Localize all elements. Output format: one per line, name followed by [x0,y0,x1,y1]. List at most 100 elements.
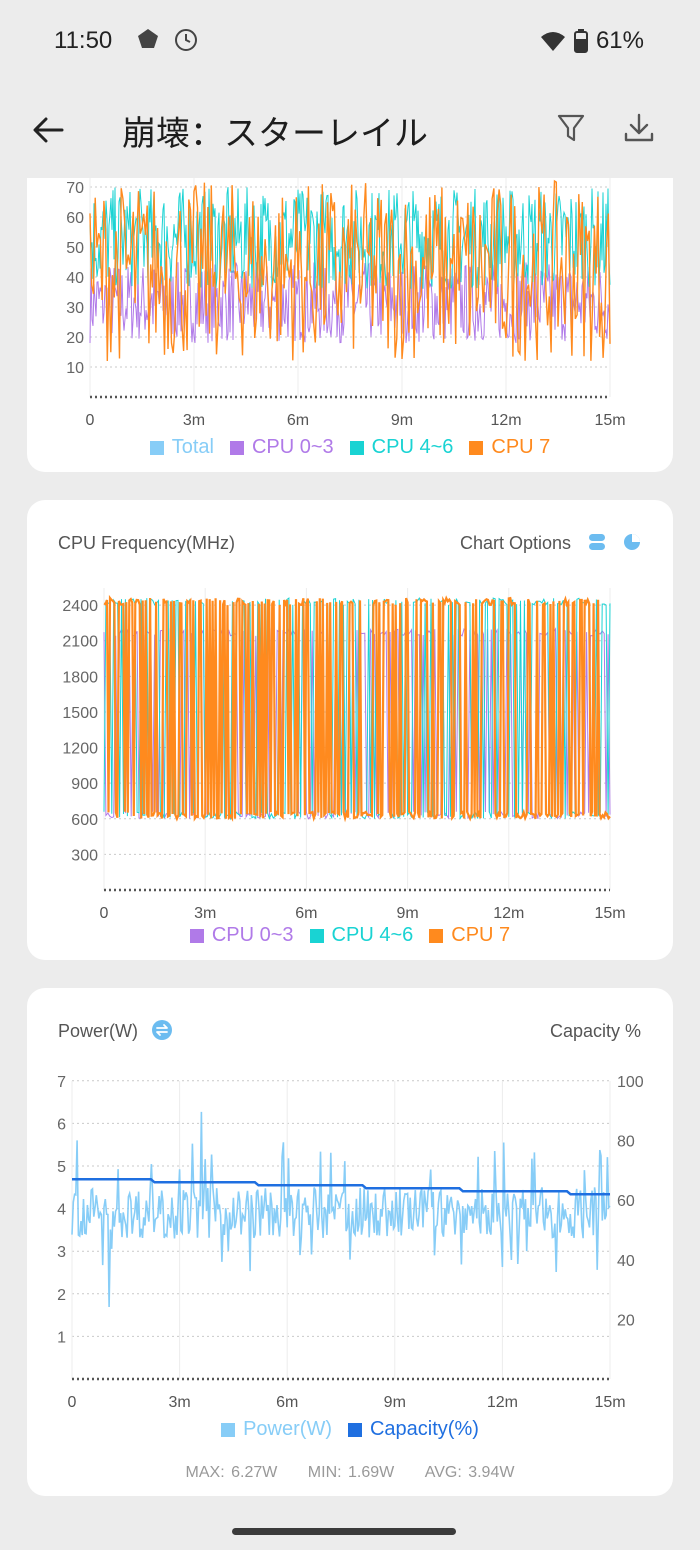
y-tick-label: 600 [71,812,98,829]
power-chart: 7 6 5 4 3 2 1 0 3m 6m 9m 12m 15m 100 80 60 40 20 [57,1074,644,1408]
legend-item-cpu7[interactable]: CPU 7 [469,436,550,459]
x-tick-label: 3m [183,412,205,429]
y-tick-label: 1800 [62,669,98,686]
x-tick-label: 15m [594,412,625,429]
battery-percent: 61% [595,27,644,54]
x-tick-label: 12m [487,1394,518,1408]
power-stats: MAX: 6.27W MIN: 1.69W AVG: 3.94W [27,1464,673,1482]
chart-options-button[interactable]: Chart Options [460,533,572,553]
legend-label: CPU 4~6 [331,924,414,946]
x-tick-label: 6m [287,412,309,429]
y-tick-label: 2 [57,1287,66,1304]
y-tick-label: 6 [57,1116,66,1133]
legend-label: CPU 7 [451,924,511,946]
x-tick-label: 15m [594,905,625,920]
legend-label: CPU 0~3 [251,436,334,458]
legend-item-power[interactable]: Power(W) [221,1418,332,1441]
series-group [89,179,611,362]
legend-swatch [349,440,364,455]
cpu-usage-chart: 70 60 50 40 30 20 10 0 3m 6m 9m 12m 15m [66,178,626,429]
x-tick-label: 0 [86,412,95,429]
y2-tick-label: 60 [617,1193,635,1210]
legend-label: Power(W) [243,1418,332,1440]
y-tick-label: 7 [57,1074,66,1091]
y-tick-label: 30 [66,300,84,317]
y-tick-label: 60 [66,210,84,227]
y-tick-label: 70 [66,180,84,197]
y-tick-label: 300 [71,847,98,864]
y-tick-label: 1200 [62,741,98,758]
series-cpu7-line [89,179,611,362]
legend-item-capacity[interactable]: Capacity(%) [347,1418,479,1441]
x-tick-label: 9m [396,905,418,920]
series-capacity-line [72,1178,610,1196]
legend-swatch [221,1422,236,1437]
x-tick-label: 3m [168,1394,190,1408]
legend-label: Total [171,436,214,458]
stack-toggle-icon[interactable] [588,533,606,551]
y-tick-label: 50 [66,240,84,257]
y-tick-label: 40 [66,270,84,287]
y2-tick-label: 40 [617,1253,635,1270]
series-cpu0-3-line [103,627,611,820]
x-tick-label: 0 [100,905,109,920]
legend-item-cpu7[interactable]: CPU 7 [429,924,510,947]
download-icon[interactable] [622,112,656,144]
capacity-axis-title: Capacity % [549,1021,641,1041]
legend-item-cpu4-6[interactable]: CPU 4~6 [309,924,414,947]
y-tick-label: 20 [66,330,84,347]
power-min: MIN: 1.69W [307,1464,395,1481]
legend-swatch [469,440,484,455]
power-max: MAX: 6.27W [185,1464,278,1481]
page-title: 崩壊：スターレイル [122,114,428,154]
power-legend: Power(W) Capacity(%) [27,1418,673,1441]
pie-chart-icon[interactable] [623,533,641,551]
legend-item-cpu0-3[interactable]: CPU 0~3 [229,436,334,459]
legend-swatch [347,1422,362,1437]
series-cpu7-line [103,594,611,823]
x-tick-label: 3m [194,905,216,920]
cpu-frequency-card: CPU Frequency(MHz) Chart Options 2400 210… [27,500,673,960]
cpu-frequency-chart: 2400 2100 1800 1500 1200 900 600 300 0 3m 6m 9m 12m 1… [62,588,626,920]
y2-tick-label: 20 [617,1312,635,1329]
app-bar: 崩壊：スターレイル [0,82,700,178]
legend-swatch [189,928,204,943]
legend-swatch [309,928,324,943]
y2-tick-label: 100 [617,1074,644,1091]
status-right: 61% [540,27,644,55]
swap-icon[interactable] [152,1020,172,1040]
x-tick-label: 0 [68,1394,77,1408]
x-tick-label: 6m [295,905,317,920]
x-tick-label: 12m [493,905,524,920]
y2-tick-label: 80 [617,1134,635,1151]
x-tick-label: 6m [276,1394,298,1408]
wifi-icon [540,32,565,51]
x-tick-label: 9m [384,1394,406,1408]
power-title: Power(W) [58,1021,138,1041]
home-indicator[interactable] [232,1528,456,1535]
legend-swatch [149,440,164,455]
legend-label: CPU 7 [491,436,551,458]
legend-item-cpu4-6[interactable]: CPU 4~6 [349,436,454,459]
legend-item-total[interactable]: Total [149,436,214,459]
battery-icon [573,29,588,53]
cpu-frequency-legend: CPU 0~3 CPU 4~6 CPU 7 [27,924,673,947]
x-tick-label: 12m [490,412,521,429]
legend-label: CPU 0~3 [211,924,294,946]
series-power-line [71,1111,611,1308]
legend-item-cpu0-3[interactable]: CPU 0~3 [189,924,294,947]
legend-label: CPU 4~6 [371,436,454,458]
cpu-usage-card: 70 60 50 40 30 20 10 0 3m 6m 9m 12m 15m Total CPU 0~… [27,178,673,472]
series-cpu4-6-line [89,187,611,290]
power-avg: AVG: 3.94W [424,1464,515,1481]
y-tick-label: 4 [57,1202,66,1219]
cpu-frequency-title: CPU Frequency(MHz) [58,533,236,553]
filter-icon[interactable] [556,112,586,144]
cpu-usage-legend: Total CPU 0~3 CPU 4~6 CPU 7 [27,436,673,459]
notification-app-icon [138,29,158,48]
y-tick-label: 2400 [62,598,98,615]
back-arrow-icon[interactable] [30,112,66,148]
clock-icon [175,29,197,51]
status-bar: 11:50 61% [0,0,700,82]
y-tick-label: 900 [71,776,98,793]
